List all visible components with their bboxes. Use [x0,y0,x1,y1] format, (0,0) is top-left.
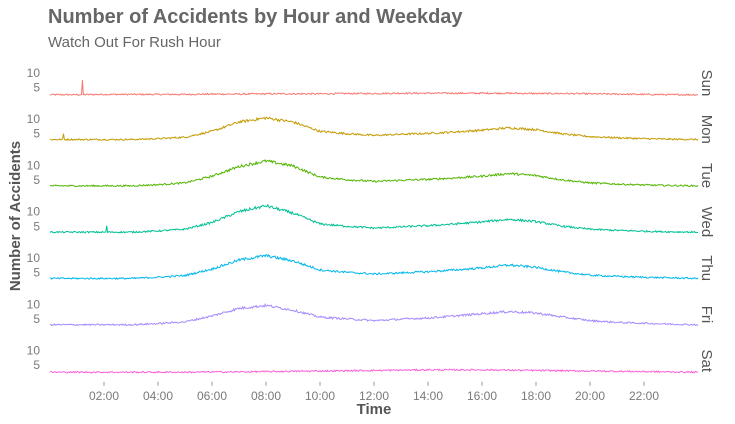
series-line-mon [49,116,699,142]
x-tick-label-18: 18:00 [521,389,551,403]
x-tick-label-14: 14:00 [413,389,443,403]
series-line-tue [49,158,699,188]
y-tick-label-sat-5: 5 [33,358,40,372]
y-tick-label-wed-10: 10 [27,205,41,219]
facet-label-tue: Tue [698,163,715,188]
y-tick-label-tue-10: 10 [27,158,41,172]
facet-label-sat: Sat [698,350,715,373]
x-tick-label-6: 06:00 [197,389,227,403]
series-line-fri [49,302,699,327]
y-tick-label-sun-10: 10 [27,66,41,80]
facet-label-thu: Thu [698,255,715,281]
y-tick-label-mon-10: 10 [27,112,41,126]
x-tick-label-10: 10:00 [305,389,335,403]
facet-label-fri: Fri [698,306,715,324]
x-tick-label-8: 08:00 [251,389,281,403]
facet-label-mon: Mon [698,115,715,144]
x-axis-title: Time [357,401,392,418]
x-tick-label-22: 22:00 [629,389,659,403]
series-line-sat [49,368,699,374]
chart-subtitle: Watch Out For Rush Hour [48,34,221,51]
y-tick-label-tue-5: 5 [33,173,40,187]
facet-label-wed: Wed [698,207,715,238]
x-tick-label-20: 20:00 [575,389,605,403]
y-axis-title: Number of Accidents [7,141,24,291]
y-tick-label-sun-5: 5 [33,80,40,94]
x-tick-label-16: 16:00 [467,389,497,403]
facet-label-sun: Sun [698,70,715,97]
series-line-wed [49,203,699,234]
y-tick-label-wed-5: 5 [33,219,40,233]
y-tick-label-mon-5: 5 [33,127,40,141]
y-tick-label-sat-10: 10 [27,344,41,358]
y-tick-label-thu-10: 10 [27,251,41,265]
chart-title: Number of Accidents by Hour and Weekday [48,6,463,28]
y-tick-label-fri-10: 10 [27,297,41,311]
x-tick-label-12: 12:00 [359,389,389,403]
series-line-sun [49,80,699,97]
y-tick-label-thu-5: 5 [33,266,40,280]
x-tick-label-2: 02:00 [89,389,119,403]
y-tick-label-fri-5: 5 [33,312,40,326]
x-tick-label-4: 04:00 [143,389,173,403]
series-line-thu [49,253,699,280]
